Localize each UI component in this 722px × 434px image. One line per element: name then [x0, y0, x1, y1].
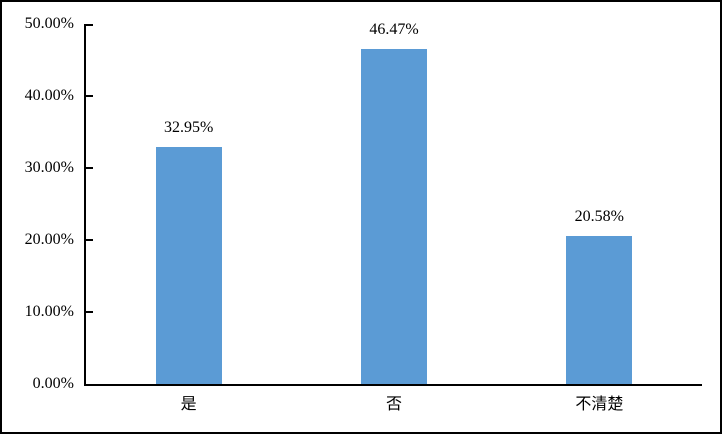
bar-series-column [155, 146, 222, 384]
bar-series-column [566, 235, 633, 384]
y-axis-tick-label: 50.00% [24, 15, 74, 32]
y-axis-tick [86, 167, 93, 169]
x-axis-category-label: 不清楚 [575, 396, 624, 413]
bar-series-column [361, 49, 427, 384]
plot-area: 32.95% 46.47% 20.58% [84, 21, 702, 386]
y-axis-tick-label: 40.00% [24, 87, 74, 104]
y-axis-tick [86, 311, 93, 313]
y-axis-tick [86, 24, 93, 26]
y-axis-tick [86, 95, 93, 97]
y-axis-tick-label: 10.00% [24, 303, 74, 320]
bar-value-label: 46.47% [369, 21, 419, 39]
y-axis-tick-label: 20.00% [24, 231, 74, 248]
bar-value-label: 32.95% [163, 118, 214, 136]
y-axis-tick-label: 0.00% [32, 375, 74, 392]
x-axis-category-label: 否 [385, 396, 402, 413]
y-axis-tick [86, 239, 93, 241]
bar-value-label: 20.58% [574, 207, 624, 225]
y-axis-tick-label: 30.00% [24, 159, 74, 176]
x-axis-category-label: 是 [180, 396, 197, 413]
